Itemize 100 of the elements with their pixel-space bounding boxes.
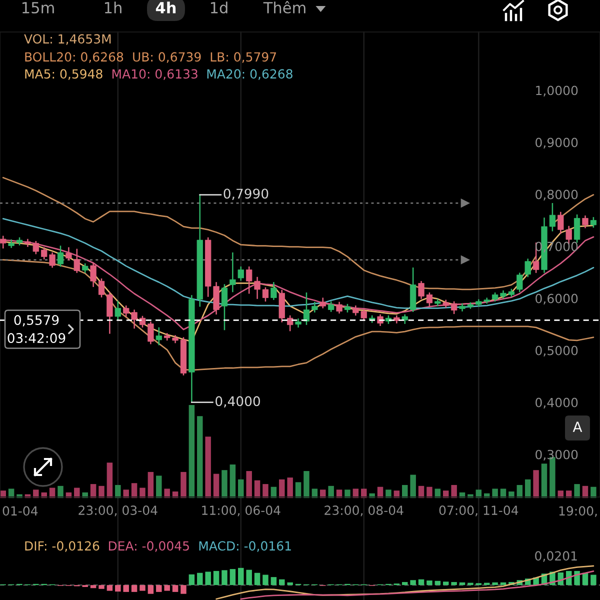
y-tick-label: 0,9000 — [536, 138, 578, 148]
y-tick-label: 0,8000 — [536, 190, 578, 200]
bar — [270, 577, 277, 586]
bar — [164, 585, 170, 591]
candlestick — [418, 281, 424, 299]
candlestick — [230, 252, 236, 292]
bar — [197, 416, 203, 498]
candlestick — [221, 284, 228, 330]
bar — [434, 580, 441, 586]
bar — [98, 585, 104, 589]
bar — [410, 474, 416, 498]
text: DIF: -0,0126 — [25, 541, 100, 552]
bar — [106, 462, 113, 498]
line-series — [2, 259, 594, 371]
bar — [74, 488, 80, 498]
candlestick — [426, 292, 433, 307]
bar — [426, 580, 432, 586]
bar — [164, 488, 170, 498]
bar — [238, 479, 244, 498]
bar — [188, 574, 195, 586]
bar — [279, 579, 285, 586]
text: 1d — [210, 2, 228, 14]
annotation: UB: 0,6739 — [133, 52, 201, 63]
candlestick — [156, 327, 162, 346]
bar — [246, 471, 252, 498]
candlestick — [114, 300, 121, 320]
candlestick — [139, 316, 146, 328]
annotation: VOL: 1,4653M — [24, 34, 111, 45]
text: 1h — [104, 2, 122, 14]
candlestick — [106, 292, 113, 334]
text: MACD: -0,0161 — [199, 541, 291, 552]
annotation: 0,4000 — [216, 396, 260, 408]
bar — [304, 471, 310, 498]
candlestick — [336, 302, 342, 314]
candlestick — [57, 246, 64, 267]
bar — [123, 585, 129, 592]
x-tick-label: 11:00, 06-04 — [202, 506, 280, 516]
bar — [574, 484, 580, 498]
y-tick-label: 0,4000 — [536, 398, 578, 409]
bar — [287, 478, 293, 498]
y-tick-label: 1,0000 — [536, 86, 578, 96]
bar — [468, 582, 474, 586]
bar — [131, 483, 138, 498]
annotation: 03:42:09 — [8, 333, 66, 344]
bar — [418, 579, 424, 586]
bar — [574, 570, 580, 586]
bar — [254, 572, 260, 586]
bar — [442, 582, 449, 586]
bar — [213, 570, 220, 586]
candlestick — [320, 298, 326, 308]
candlestick — [270, 282, 277, 300]
text: Thêm — [263, 0, 306, 14]
bar — [33, 490, 39, 498]
text: 19:00, — [559, 506, 597, 517]
bar — [230, 569, 236, 586]
bar — [156, 585, 162, 592]
candlestick — [549, 203, 556, 232]
bar — [222, 570, 228, 586]
bar — [123, 490, 129, 498]
candlestick — [524, 258, 531, 278]
x-tick-label: 23:00, 03-04 — [78, 506, 158, 516]
candlestick — [450, 301, 458, 314]
bar — [451, 484, 457, 498]
x-tick-label: 23:00, 08-04 — [324, 506, 404, 516]
bar — [58, 486, 64, 498]
text: DEA: -0,0045 — [108, 541, 189, 552]
bar — [500, 582, 506, 586]
bar — [459, 582, 466, 586]
bar — [410, 580, 416, 586]
bar — [115, 585, 121, 592]
candlestick — [582, 216, 588, 228]
bar — [213, 474, 220, 498]
bar — [90, 585, 96, 588]
candlestick — [303, 292, 310, 325]
bar — [106, 585, 113, 591]
text: 0,0201 — [535, 551, 577, 562]
bar — [426, 486, 432, 498]
text: 01-04 — [2, 506, 38, 516]
annotation: LB: 0,5797 — [210, 52, 276, 63]
y-tick-label: 0,5000 — [536, 346, 578, 357]
candlestick — [74, 248, 80, 273]
bar — [524, 479, 531, 498]
bar — [279, 479, 285, 498]
annotation: BOLL20: 0,6268 — [25, 52, 124, 63]
bar — [140, 488, 146, 498]
bar — [492, 582, 498, 586]
bar — [188, 405, 195, 498]
ref-line-label: 0,5579 — [14, 315, 59, 326]
y-tick-label: 0,3000 — [536, 450, 578, 461]
candlestick — [590, 217, 597, 228]
text: MA10: 0,6133 — [112, 69, 198, 80]
candlestick — [98, 278, 105, 298]
bar — [131, 585, 138, 592]
candlestick — [287, 315, 294, 332]
candlestick — [262, 287, 269, 302]
bar — [148, 472, 154, 498]
bar — [402, 582, 408, 586]
bar — [230, 464, 236, 498]
y-tick-label: 0,6000 — [536, 294, 578, 305]
candlestick — [312, 302, 318, 312]
